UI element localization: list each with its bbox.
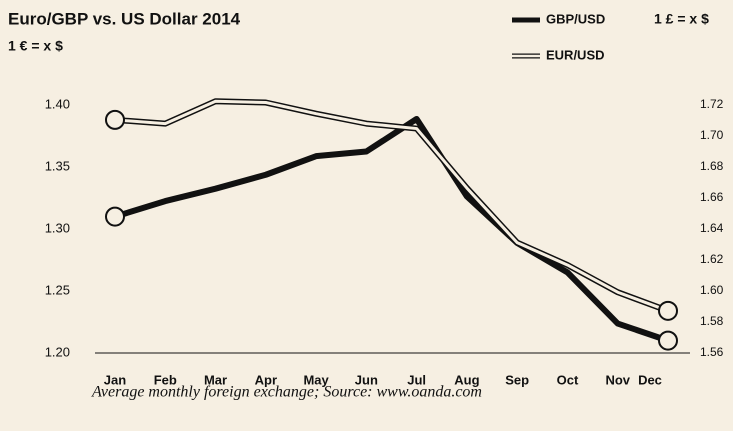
x-tick-label: May <box>303 372 329 387</box>
y2-tick-label: 1.68 <box>700 159 724 173</box>
x-tick-label: Apr <box>255 372 277 387</box>
y2-tick-label: 1.64 <box>700 221 724 235</box>
series-line <box>114 115 669 344</box>
end-marker <box>658 330 678 351</box>
y-tick-label: 1.20 <box>45 344 70 359</box>
x-tick-label: Jan <box>104 372 126 387</box>
legend-label: GBP/USD <box>546 11 605 26</box>
y2-tick-label: 1.60 <box>700 283 724 297</box>
y-tick-label: 1.40 <box>45 96 70 111</box>
end-marker <box>658 300 678 321</box>
chart-title: Euro/GBP vs. US Dollar 2014 <box>8 9 241 28</box>
y2-axis-label: 1 £ = x $ <box>654 11 709 27</box>
legend-label: EUR/USD <box>546 47 605 62</box>
series-line-inner <box>114 99 669 313</box>
x-tick-label: Dec <box>638 372 662 387</box>
x-tick-label: Mar <box>204 372 227 387</box>
end-marker <box>105 206 125 227</box>
y-tick-label: 1.35 <box>45 158 70 173</box>
y-tick-label: 1.25 <box>45 282 70 297</box>
y2-tick-label: 1.56 <box>700 345 724 359</box>
x-tick-label: Feb <box>154 372 177 387</box>
x-tick-label: Jun <box>355 372 378 387</box>
y-tick-label: 1.30 <box>45 220 70 235</box>
x-tick-label: Jul <box>407 372 426 387</box>
y-axis-label: 1 € = x $ <box>8 38 63 54</box>
y2-tick-label: 1.58 <box>700 314 724 328</box>
y2-tick-label: 1.72 <box>700 97 724 111</box>
y2-tick-label: 1.62 <box>700 252 724 266</box>
y2-tick-label: 1.66 <box>700 190 724 204</box>
x-tick-label: Sep <box>505 372 529 387</box>
x-tick-label: Oct <box>557 372 579 387</box>
caption: Average monthly foreign exchange; Source… <box>91 384 482 401</box>
end-marker <box>105 109 125 130</box>
x-tick-label: Nov <box>605 372 630 387</box>
x-tick-label: Aug <box>454 372 479 387</box>
y2-tick-label: 1.70 <box>700 128 724 142</box>
